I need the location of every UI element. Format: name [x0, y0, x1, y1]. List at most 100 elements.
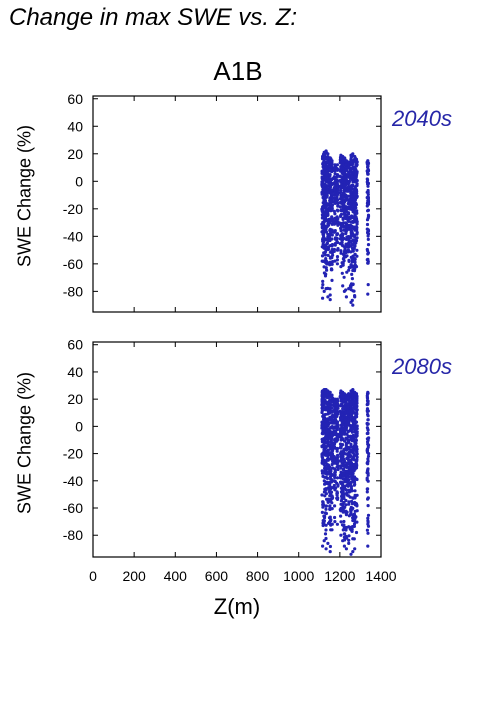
data-point: [355, 189, 359, 193]
data-point: [341, 443, 345, 447]
data-point: [333, 429, 337, 433]
data-point: [365, 222, 370, 227]
data-point: [350, 489, 354, 493]
data-point: [344, 436, 348, 440]
data-point: [335, 163, 339, 167]
data-point: [328, 507, 332, 511]
data-point: [326, 152, 330, 156]
data-point: [366, 544, 370, 548]
data-point: [342, 200, 346, 204]
data-point: [336, 188, 340, 192]
data-point: [332, 479, 337, 483]
data-point: [346, 440, 350, 444]
data-point: [325, 396, 330, 400]
data-point: [353, 154, 357, 159]
data-point: [330, 237, 334, 241]
data-point: [333, 163, 337, 167]
data-point: [330, 218, 334, 222]
data-point: [335, 178, 339, 182]
data-point: [366, 443, 371, 447]
data-point: [365, 431, 369, 436]
data-point: [340, 436, 344, 440]
data-point: [365, 437, 369, 441]
data-point: [342, 544, 346, 548]
data-point: [365, 448, 370, 452]
data-point: [330, 393, 334, 397]
y-tick-label: 0: [75, 173, 83, 189]
data-point: [354, 449, 358, 453]
data-point: [324, 528, 328, 532]
data-point: [354, 515, 358, 519]
data-point: [354, 163, 358, 168]
data-point: [366, 283, 370, 287]
y-tick-label: 0: [75, 418, 83, 434]
data-point: [335, 496, 339, 500]
data-point: [366, 198, 370, 202]
data-point: [321, 279, 325, 283]
data-point: [347, 287, 351, 291]
data-point: [330, 494, 334, 498]
data-point: [325, 241, 329, 246]
data-point: [354, 206, 358, 210]
data-point: [346, 422, 350, 426]
data-point: [325, 268, 329, 272]
data-point: [366, 249, 370, 253]
x-tick-label: 800: [246, 568, 270, 584]
data-point: [322, 503, 326, 507]
data-point: [332, 445, 337, 449]
data-point: [350, 430, 354, 434]
data-point: [347, 268, 351, 272]
y-tick-label: 20: [67, 391, 83, 407]
data-point: [339, 188, 343, 193]
data-point: [344, 488, 348, 492]
data-point: [339, 226, 343, 230]
data-point: [355, 462, 359, 466]
data-point: [341, 263, 345, 267]
data-point: [326, 444, 330, 448]
data-point: [366, 522, 370, 526]
data-point: [366, 427, 370, 432]
data-point: [347, 541, 351, 546]
data-point: [353, 257, 357, 261]
data-point: [336, 425, 340, 429]
data-point: [355, 191, 359, 196]
data-point: [330, 248, 334, 252]
data-point: [344, 193, 348, 197]
data-point: [346, 483, 350, 487]
data-point: [355, 222, 359, 226]
data-point: [330, 501, 334, 505]
data-point: [366, 229, 370, 233]
data-point: [320, 254, 325, 258]
data-point: [330, 278, 334, 282]
data-point: [336, 438, 340, 442]
data-point: [366, 261, 370, 265]
data-point: [341, 284, 345, 288]
data-point: [355, 520, 359, 524]
data-point: [321, 505, 325, 509]
data-point: [320, 510, 324, 514]
data-point: [347, 534, 351, 538]
data-point: [354, 438, 358, 442]
data-point: [323, 216, 328, 220]
plot-frame: [92, 341, 382, 558]
data-point: [347, 475, 351, 479]
data-point: [352, 483, 356, 487]
data-point: [342, 259, 346, 263]
data-point: [346, 173, 350, 177]
data-point: [320, 493, 324, 497]
data-point: [354, 237, 358, 241]
data-point: [335, 522, 339, 526]
data-point: [366, 460, 370, 464]
data-point: [328, 550, 332, 554]
data-point: [365, 478, 369, 482]
data-point: [335, 258, 339, 262]
data-point: [355, 399, 359, 403]
data-point: [347, 259, 351, 263]
data-point: [326, 171, 330, 176]
y-tick-label: 60: [67, 337, 83, 353]
data-point: [355, 254, 359, 258]
y-tick-label: -40: [63, 473, 83, 489]
data-point: [355, 412, 359, 416]
data-point: [354, 429, 358, 434]
